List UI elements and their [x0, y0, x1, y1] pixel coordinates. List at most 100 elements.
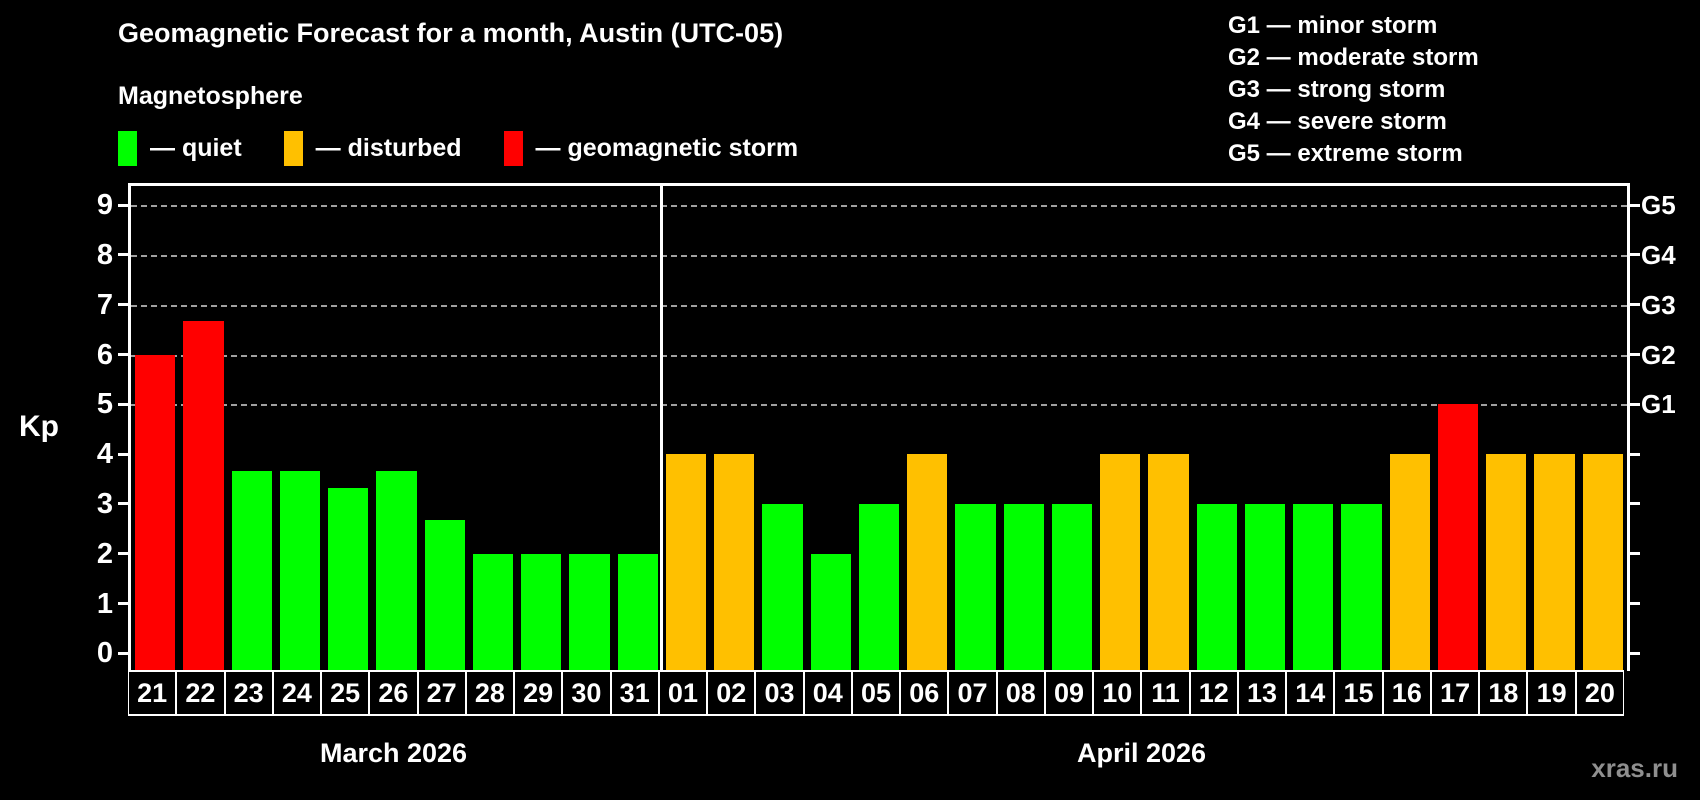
day-label-06: 06: [900, 670, 949, 716]
month-label-april: April 2026: [1076, 738, 1207, 768]
gridline-kp-7: [131, 304, 1627, 307]
day-label-28: 28: [465, 670, 515, 716]
y-axis-tick-right-8: [1630, 253, 1640, 257]
kp-bar-29: [521, 553, 562, 671]
kp-bar-17: [1437, 404, 1479, 671]
y-tick-label-3: 3: [96, 487, 113, 520]
status-legend: — quiet — disturbed — geomagnetic storm: [118, 131, 798, 166]
legend-label-storm: — geomagnetic storm: [535, 134, 799, 162]
day-axis-row: 21 22 23 24 25 26 27 28 29 30 31 01 02 03 04 05 06 07 08 09…: [128, 670, 1624, 716]
kp-bar-18: [1486, 454, 1527, 671]
kp-bar-05: [858, 503, 900, 671]
y-axis-tick-right-2: [1630, 552, 1640, 556]
day-label-02: 02: [707, 670, 756, 716]
y-axis-tick-right-9: [1630, 203, 1640, 207]
kp-bar-20: [1582, 454, 1623, 671]
kp-bar-08: [1003, 503, 1044, 671]
y-axis-tick-left-3: [118, 502, 128, 506]
g-scale-legend-item-g3: G3 — strong storm: [1228, 76, 1446, 103]
kp-bar-15: [1341, 503, 1382, 671]
kp-chart-plot: Kp 0 1 2 3 4 5 6 7 8 9 G1 G2 G3 G4 G5: [19, 183, 1676, 671]
y-tick-label-4: 4: [96, 438, 113, 471]
day-label-19: 19: [1527, 670, 1576, 716]
day-label-13: 13: [1237, 670, 1287, 716]
kp-bar-30: [569, 553, 610, 671]
kp-bar-23: [231, 470, 272, 671]
y-axis-tick-left-8: [118, 253, 128, 257]
kp-bar-10: [1100, 454, 1141, 671]
g-scale-legend: G1 — minor storm G2 — moderate storm G3 …: [1228, 10, 1479, 170]
legend-item-storm: — geomagnetic storm: [503, 131, 799, 166]
day-label-18: 18: [1479, 670, 1528, 716]
kp-bar-13: [1244, 503, 1286, 671]
y-tick-label-7: 7: [96, 288, 113, 321]
y-tick-label-2: 2: [96, 537, 113, 570]
day-label-11: 11: [1141, 670, 1190, 716]
y-axis-tick-left-4: [118, 452, 128, 456]
day-label-15: 15: [1334, 670, 1383, 716]
g-level-label-g5: G5: [1641, 190, 1676, 221]
day-label-24: 24: [272, 670, 322, 716]
kp-bar-12: [1196, 503, 1237, 671]
magnetosphere-label: Magnetosphere: [118, 82, 303, 110]
watermark: xras.ru: [1591, 753, 1678, 783]
y-tick-label-5: 5: [96, 388, 113, 421]
kp-bar-31: [617, 553, 658, 671]
day-label-03: 03: [755, 670, 804, 716]
kp-bar-14: [1293, 503, 1334, 671]
page-title: Geomagnetic Forecast for a month, Austin…: [118, 18, 784, 48]
storm-color-swatch-icon: [503, 131, 523, 166]
g-scale-legend-item-g5: G5 — extreme storm: [1228, 140, 1463, 167]
day-label-16: 16: [1382, 670, 1431, 716]
month-divider-line: [660, 186, 664, 671]
kp-bar-09: [1051, 503, 1093, 671]
y-tick-label-6: 6: [96, 338, 113, 371]
kp-bar-21: [135, 354, 176, 671]
y-axis-tick-right-4: [1630, 452, 1640, 456]
day-label-10: 10: [1093, 670, 1142, 716]
legend-item-disturbed: — disturbed: [283, 131, 462, 166]
kp-bar-19: [1534, 454, 1575, 671]
kp-bar-25: [328, 487, 369, 671]
y-axis-tick-right-3: [1630, 502, 1640, 506]
day-label-04: 04: [803, 670, 852, 716]
y-axis-tick-left-1: [118, 602, 128, 605]
day-label-22: 22: [176, 670, 225, 716]
kp-bar-07: [955, 503, 996, 671]
y-axis-tick-left-6: [118, 353, 128, 356]
gridline-kp-9: [131, 205, 1627, 208]
kp-bar-24: [279, 470, 321, 671]
day-label-12: 12: [1189, 670, 1238, 716]
y-axis-tick-left-2: [118, 552, 128, 556]
day-label-26: 26: [369, 670, 418, 716]
kp-bar-16: [1389, 454, 1430, 671]
y-tick-label-8: 8: [96, 238, 113, 271]
day-label-07: 07: [948, 670, 997, 716]
day-label-27: 27: [417, 670, 466, 716]
g-scale-legend-item-g1: G1 — minor storm: [1228, 12, 1438, 39]
kp-bar-03: [762, 503, 803, 671]
kp-bar-26: [376, 470, 417, 671]
disturbed-color-swatch-icon: [283, 131, 303, 166]
day-label-21: 21: [128, 670, 177, 716]
g-scale-legend-item-g2: G2 — moderate storm: [1228, 44, 1479, 71]
day-label-14: 14: [1286, 670, 1335, 716]
day-label-23: 23: [224, 670, 273, 716]
y-tick-label-0: 0: [96, 637, 113, 670]
day-label-05: 05: [851, 670, 901, 716]
day-label-09: 09: [1044, 670, 1094, 716]
kp-bar-02: [714, 454, 755, 671]
g-level-label-g2: G2: [1641, 339, 1676, 370]
day-label-25: 25: [321, 670, 370, 716]
y-tick-label-9: 9: [96, 189, 113, 222]
y-axis-tick-right-5: [1630, 402, 1640, 406]
y-axis-tick-left-0: [118, 651, 128, 655]
kp-bar-01: [665, 454, 707, 671]
month-label-march: March 2026: [319, 738, 468, 768]
kp-bar-28: [472, 553, 514, 671]
kp-bar-22: [183, 321, 224, 671]
day-label-31: 31: [610, 670, 659, 716]
y-axis-tick-right-1: [1630, 602, 1640, 605]
day-label-08: 08: [996, 670, 1045, 716]
g-scale-legend-item-g4: G4 — severe storm: [1228, 108, 1447, 135]
